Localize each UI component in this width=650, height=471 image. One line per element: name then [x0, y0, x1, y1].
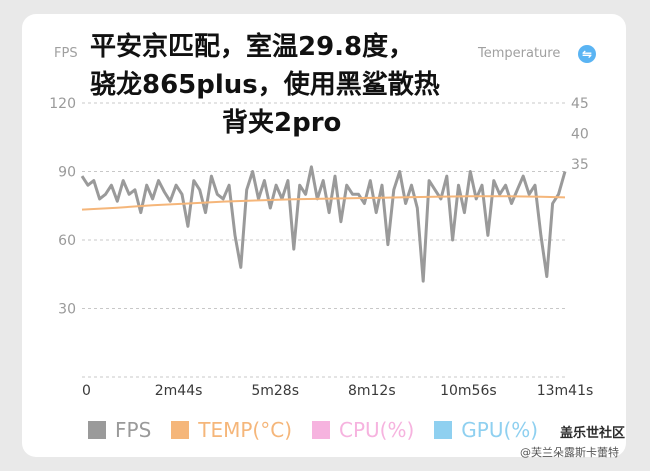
y-right-ticks: 35 40 45 — [571, 96, 589, 173]
x-tick-4: 10m56s — [440, 383, 497, 399]
y-right-header: Temperature — [478, 46, 561, 61]
series-line-tempc — [81, 195, 566, 211]
legend-swatch-2 — [312, 421, 331, 439]
y-left-header: FPS — [54, 46, 78, 61]
x-tick-0: 0 — [82, 383, 91, 399]
grid-lines — [82, 102, 565, 378]
y-left-tick-120: 120 — [49, 96, 76, 112]
legend-swatch-1 — [171, 421, 190, 439]
chart-card — [22, 14, 626, 457]
legend-label-3: GPU(%) — [461, 418, 539, 442]
caption-line-3: 背夹2pro — [222, 108, 342, 138]
y-right-tick-40: 40 — [571, 126, 589, 142]
legend-swatch-0 — [88, 421, 106, 439]
legend-item-3[interactable]: GPU(%) — [434, 418, 538, 442]
caption-line-1: 平安京匹配，室温29.8度， — [90, 32, 415, 62]
x-tick-1: 2m44s — [155, 383, 203, 399]
y-right-tick-45: 45 — [571, 96, 589, 112]
y-left-ticks: 30 60 90 120 — [49, 96, 76, 318]
watermark-user: @芙兰朵露斯卡蕾特 — [520, 446, 619, 459]
y-right-tick-35: 35 — [571, 157, 589, 173]
swap-icon[interactable]: ⇋ — [578, 45, 596, 63]
y-left-tick-60: 60 — [58, 233, 76, 249]
legend-swatch-3 — [434, 421, 453, 439]
y-left-tick-30: 30 — [58, 302, 76, 318]
legend-label-2: CPU(%) — [339, 418, 415, 442]
legend-item-2[interactable]: CPU(%) — [312, 418, 414, 442]
watermark-brand: 盖乐世社区 — [560, 426, 626, 441]
legend: FPS TEMP(°C) CPU(%) GPU(%) — [88, 418, 558, 442]
x-tick-3: 8m12s — [348, 383, 396, 399]
caption-line-2: 骁龙865plus，使用黑鲨散热 — [90, 70, 440, 100]
series-line-fps — [80, 165, 567, 283]
x-ticks: 0 2m44s 5m28s 8m12s 10m56s 13m41s — [82, 383, 593, 399]
legend-label-1: TEMP(°C) — [198, 418, 293, 442]
legend-label-0: FPS — [115, 418, 152, 442]
y-left-tick-90: 90 — [58, 165, 76, 181]
legend-item-1[interactable]: TEMP(°C) — [171, 418, 292, 442]
x-tick-2: 5m28s — [251, 383, 299, 399]
overlay-caption: 平安京匹配，室温29.8度， 骁龙865plus，使用黑鲨散热 背夹2pro — [90, 28, 530, 142]
legend-item-0[interactable]: FPS — [88, 418, 151, 442]
x-tick-5: 13m41s — [537, 383, 594, 399]
series-layer — [80, 165, 567, 283]
